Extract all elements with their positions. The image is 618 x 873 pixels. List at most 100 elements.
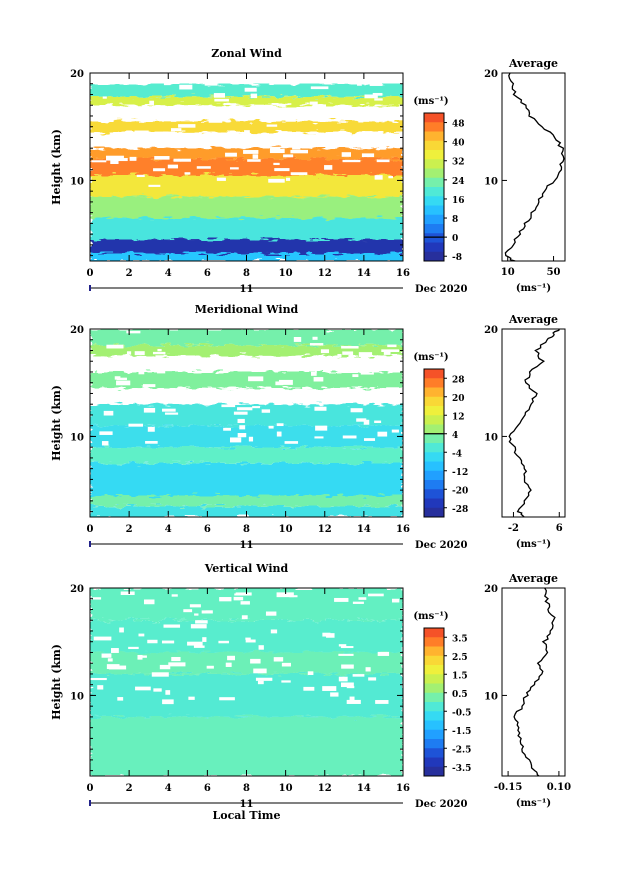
- colorbar-segment: [424, 378, 444, 388]
- colorbar-segment: [424, 159, 444, 169]
- field-layer: [90, 371, 403, 389]
- field-layer: [90, 425, 403, 448]
- x-tick-label: 4: [165, 268, 172, 279]
- colorbar-tick-label: -12: [452, 468, 468, 478]
- data-gap: [290, 172, 308, 176]
- x-tick-label: 6: [204, 524, 211, 535]
- data-gap: [101, 653, 112, 658]
- colorbar-segment: [424, 396, 444, 407]
- data-gap: [214, 98, 229, 102]
- data-gap: [293, 336, 302, 342]
- data-gap: [388, 175, 393, 179]
- data-gap: [367, 593, 384, 597]
- data-gap: [181, 132, 197, 137]
- data-gap: [284, 73, 292, 78]
- colorbar-segment: [424, 168, 444, 179]
- data-gap: [250, 93, 258, 99]
- x-tick-label: 0: [87, 783, 94, 794]
- colorbar-tick-label: 3.5: [452, 634, 468, 644]
- data-gap: [138, 633, 145, 637]
- data-gap: [261, 409, 271, 413]
- average-x-label: (ms⁻¹): [516, 798, 551, 809]
- average-title: Average: [508, 572, 558, 585]
- x-tick-label: 0: [87, 268, 94, 279]
- data-gap: [162, 699, 174, 705]
- data-gap: [119, 627, 124, 633]
- date-label: Dec 2020: [415, 540, 467, 551]
- average-x-tick-label: 6: [556, 523, 563, 534]
- data-gap: [385, 397, 401, 403]
- data-gap: [314, 406, 327, 411]
- data-gap: [338, 676, 348, 682]
- date-marker: 11: [240, 284, 254, 295]
- x-tick-label: 4: [165, 524, 172, 535]
- data-gap: [208, 118, 223, 123]
- data-gap: [271, 82, 285, 85]
- x-tick-label: 14: [357, 524, 371, 535]
- data-gap: [135, 686, 151, 691]
- field-layer: [90, 239, 403, 254]
- colorbar-segment: [424, 702, 444, 712]
- data-gap: [153, 688, 162, 692]
- x-tick-label: 16: [396, 783, 410, 794]
- data-gap: [334, 597, 349, 602]
- data-gap: [157, 348, 162, 352]
- data-gap: [116, 380, 131, 386]
- data-gap: [360, 372, 374, 375]
- colorbar-segment: [424, 242, 444, 253]
- x-tick-label: 8: [243, 268, 250, 279]
- data-gap: [376, 159, 390, 163]
- data-gap: [126, 351, 132, 355]
- data-gap: [128, 423, 144, 427]
- data-gap: [315, 425, 328, 431]
- data-gap: [121, 145, 130, 149]
- data-gap: [269, 148, 285, 154]
- data-gap: [189, 604, 201, 608]
- data-gap: [244, 130, 250, 134]
- data-gap: [340, 77, 355, 81]
- colorbar-segment: [424, 196, 444, 206]
- data-gap: [334, 400, 352, 403]
- colorbar-segment: [424, 665, 444, 675]
- data-gap: [346, 699, 361, 704]
- data-gap: [158, 367, 173, 372]
- colorbar-segment: [424, 150, 444, 160]
- data-gap: [178, 124, 196, 128]
- x-tick-label: 14: [357, 268, 371, 279]
- average-profile-line: [508, 328, 560, 518]
- data-gap: [171, 656, 181, 662]
- data-gap: [234, 106, 246, 110]
- data-gap: [196, 166, 211, 169]
- data-gap: [148, 184, 161, 187]
- data-gap: [368, 76, 382, 82]
- data-gap: [265, 611, 277, 616]
- data-gap: [116, 377, 127, 381]
- colorbar-tick-label: 4: [452, 431, 458, 441]
- data-gap: [268, 425, 274, 429]
- colorbar-segment: [424, 233, 444, 243]
- x-tick-label: 6: [204, 783, 211, 794]
- data-gap: [180, 355, 196, 359]
- data-gap: [310, 371, 317, 376]
- data-gap: [244, 87, 257, 92]
- data-gap: [167, 164, 179, 169]
- average-x-tick-label: 50: [547, 267, 561, 278]
- colorbar-tick-label: -2.5: [452, 745, 471, 755]
- data-gap: [205, 387, 217, 393]
- colorbar-tick-label: 8: [452, 215, 458, 225]
- data-gap: [252, 154, 259, 159]
- data-gap: [243, 150, 259, 154]
- data-gap: [160, 388, 170, 394]
- x-tick-label: 12: [318, 524, 332, 535]
- data-gap: [179, 84, 193, 90]
- x-tick-label: 0: [87, 524, 94, 535]
- field-layer: [90, 96, 403, 106]
- colorbar-unit: (ms⁻¹): [413, 96, 448, 107]
- data-gap: [245, 639, 256, 643]
- data-gap: [229, 167, 239, 170]
- data-gap: [279, 112, 296, 117]
- colorbar-segment: [424, 131, 444, 142]
- data-gap: [239, 425, 246, 430]
- data-gap: [331, 364, 343, 368]
